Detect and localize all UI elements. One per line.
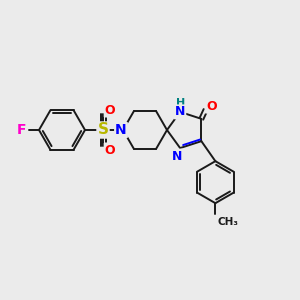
Text: O: O [105, 103, 115, 116]
Text: O: O [105, 143, 115, 157]
Text: H: H [176, 98, 185, 108]
Text: N: N [172, 150, 182, 163]
Text: F: F [16, 123, 26, 137]
Text: N: N [115, 123, 127, 137]
Text: N: N [175, 105, 185, 119]
Text: CH₃: CH₃ [218, 217, 239, 227]
Text: O: O [206, 100, 217, 112]
Text: S: S [98, 122, 109, 137]
